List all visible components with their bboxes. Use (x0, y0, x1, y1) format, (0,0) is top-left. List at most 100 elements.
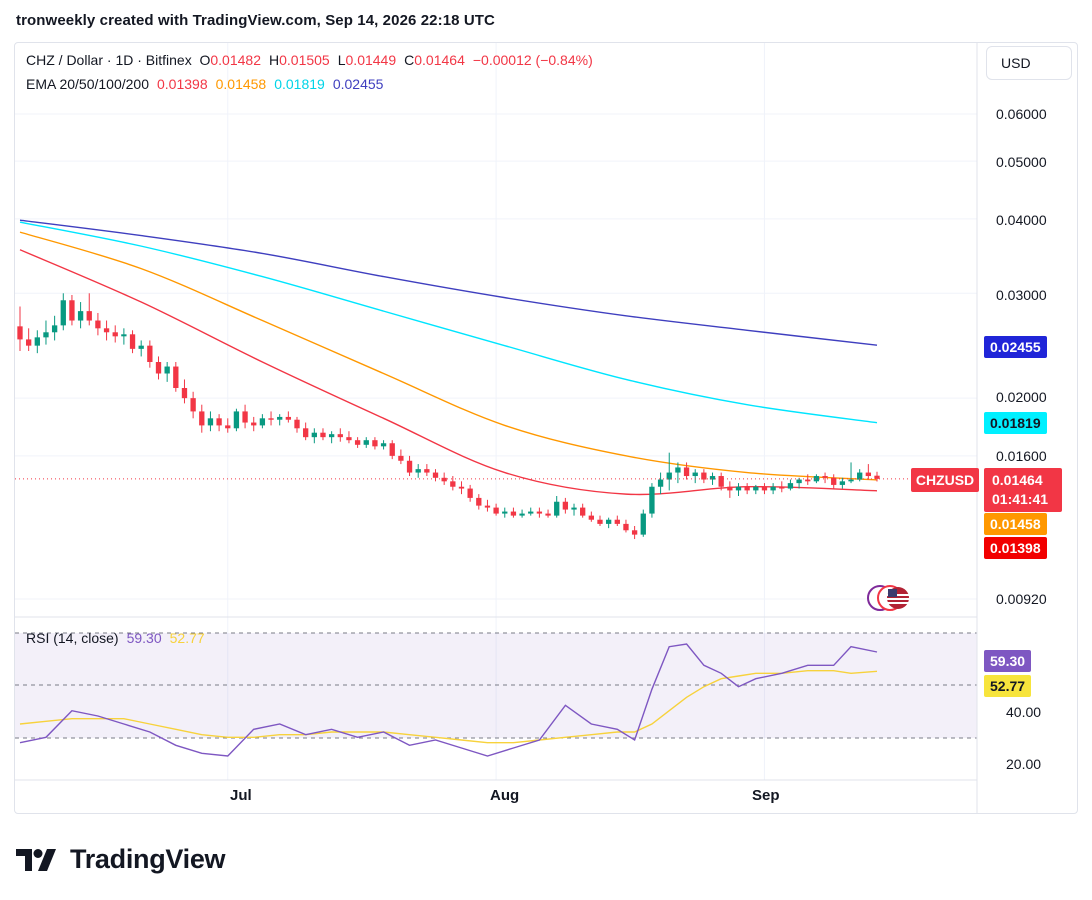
candle-body (562, 501, 569, 510)
candle-body (476, 497, 482, 506)
candle-body (718, 476, 724, 487)
grid-lines (15, 43, 977, 780)
candle-body (744, 486, 750, 491)
candle-body (571, 507, 577, 510)
candle-body (251, 422, 257, 426)
candle-body (450, 481, 456, 487)
price-axis-label: 0.04000 (996, 212, 1047, 228)
candle-body (822, 476, 828, 478)
candle-body (398, 455, 404, 461)
legend-open: 0.01482 (210, 52, 261, 68)
candle-body (727, 486, 733, 491)
candle-body (441, 477, 447, 482)
tradingview-logo-icon (16, 848, 56, 871)
candle-body (155, 362, 162, 374)
candle-body (34, 337, 40, 346)
candle-body (43, 332, 49, 338)
candle-body (831, 477, 837, 485)
candle-body (536, 511, 543, 514)
candle-body (294, 419, 300, 429)
candle-body (649, 486, 655, 514)
legend-ema50: 0.01458 (215, 76, 267, 92)
tradingview-wordmark: TradingView (70, 844, 226, 874)
candle-body (597, 519, 603, 524)
legend-change: −0.00012 (−0.84%) (472, 52, 593, 68)
candle-body (233, 411, 240, 429)
price-axis-label: 0.01600 (996, 448, 1047, 464)
candle-body (709, 476, 716, 480)
candle-body (623, 523, 629, 531)
candle-body (86, 311, 92, 321)
price-axis-label: 0.03000 (996, 287, 1047, 303)
candle-body (303, 428, 309, 438)
legend-open-label: O (199, 52, 211, 68)
candle-body (554, 501, 560, 516)
currency-selector[interactable]: USD (986, 46, 1072, 80)
candle-body (363, 440, 369, 445)
candle-body (519, 513, 525, 516)
candle-body (493, 507, 499, 514)
candle-body (580, 507, 586, 516)
rsi-axis-label: 40.00 (1006, 704, 1042, 720)
candle-body (285, 416, 292, 420)
legend-ema20: 0.01398 (157, 76, 208, 92)
candle-body (242, 411, 248, 423)
rsi-value-tag: 59.30 (984, 650, 1032, 672)
candle-body (173, 366, 179, 389)
candle-body (121, 334, 127, 337)
legend-close: 0.01464 (414, 52, 465, 68)
rsi-axis-label: 20.00 (1006, 756, 1042, 772)
legend-high: 0.01505 (279, 52, 330, 68)
candle-body (129, 334, 136, 349)
candle-body (770, 486, 776, 491)
candle-body (199, 411, 205, 426)
time-axis-label: Jul (230, 787, 252, 804)
rsi-ma-tag: 52.77 (984, 675, 1032, 697)
candle-body (675, 467, 681, 473)
current-price-value: 0.01464 (992, 472, 1043, 488)
candle-body (432, 472, 439, 478)
time-axis-label: Aug (490, 787, 520, 804)
candle-body (424, 469, 430, 473)
legend-close-label: C (404, 52, 415, 68)
candle-body (484, 505, 491, 508)
price-axis-label: 0.02000 (996, 389, 1047, 405)
bar-countdown: 01:41:41 (992, 491, 1049, 507)
candle-body (346, 437, 352, 441)
legend-rsi-ma: 52.77 (169, 630, 205, 646)
candle-body (467, 488, 473, 498)
candle-body (354, 440, 361, 445)
candle-body (328, 434, 335, 438)
legend-symbol: CHZ / Dollar · 1D · Bitfinex (26, 52, 192, 68)
candle-body (614, 519, 620, 524)
rsi-line (19, 643, 878, 757)
candle-body (458, 486, 465, 489)
ema200-price-tag: 0.02455 (984, 336, 1047, 358)
symbol-tag: CHZUSD (911, 468, 979, 492)
candle-body (605, 519, 612, 524)
candle-body (779, 486, 785, 489)
rsi-lines (19, 643, 878, 757)
candle-body (406, 460, 413, 473)
current-price-tag: 0.01464 01:41:41 (984, 468, 1062, 512)
tradingview-logo[interactable]: TradingView (16, 844, 226, 875)
candle-body (51, 325, 58, 333)
ema100-price-tag: 0.01819 (984, 412, 1047, 434)
candle-body (692, 472, 698, 477)
candle-body (60, 300, 66, 326)
candle-body (510, 511, 517, 516)
ema-lines (19, 219, 878, 496)
legend-rsi: RSI (14, close) 59.30 52.77 (26, 630, 205, 646)
legend-ohlc: CHZ / Dollar · 1D · Bitfinex O0.01482 H0.… (26, 52, 593, 68)
candles (17, 293, 880, 540)
legend-high-label: H (268, 52, 280, 68)
candle-body (164, 366, 170, 374)
candle-body (528, 511, 534, 514)
price-axis-label: 0.05000 (996, 154, 1047, 170)
candle-body (69, 300, 75, 321)
candle-body (848, 479, 854, 482)
candle-body (25, 339, 32, 346)
candle-body (337, 434, 343, 438)
ema50-price-tag: 0.01458 (984, 513, 1047, 535)
